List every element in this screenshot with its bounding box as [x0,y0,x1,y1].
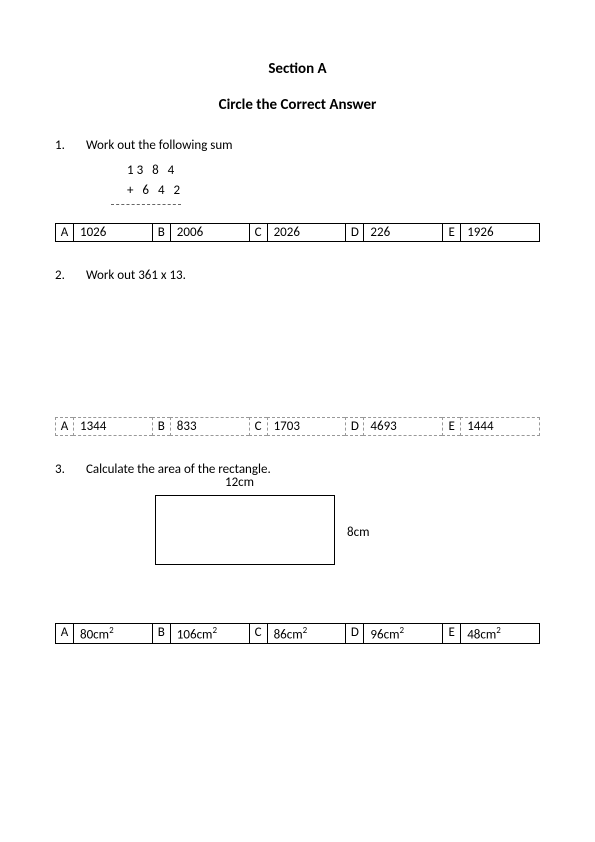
q3-rect-height-label: 8cm [347,525,369,540]
q1-sum: 13 8 4 + 6 4 2 [127,161,540,200]
subtitle: Circle the Correct Answer [55,96,540,114]
q2-opt-A-label: A [55,417,73,436]
q1-opt-C-value[interactable]: 2026 [267,223,346,242]
question-2: 2. Work out 361 x 13. [55,268,540,283]
question-3: 3. Calculate the area of the rectangle. [55,462,540,477]
q2-workspace [55,289,540,409]
q2-opt-D-value[interactable]: 4693 [363,417,442,436]
q1-opt-D-label: D [345,223,363,242]
q1-number: 1. [55,138,83,153]
q1-opt-D-value[interactable]: 226 [363,223,442,242]
q1-sum-row2: + 6 4 2 [127,181,540,201]
q2-opt-D-label: D [345,417,363,436]
q2-answers: A 1344 B 833 C 1703 D 4693 E 1444 [55,417,540,436]
section-title: Section A [55,60,540,78]
worksheet-page: Section A Circle the Correct Answer 1. W… [0,0,595,710]
q2-opt-E-value[interactable]: 1444 [460,417,540,436]
q3-opt-C-label: C [249,623,267,644]
q1-opt-A-value[interactable]: 1026 [73,223,152,242]
q2-opt-B-label: B [152,417,170,436]
q3-opt-B-value[interactable]: 106cm2 [170,623,249,644]
q3-opt-E-label: E [442,623,460,644]
question-1: 1. Work out the following sum [55,138,540,153]
q1-opt-E-label: E [442,223,460,242]
q3-rectangle-figure: 12cm 8cm [155,495,415,595]
q2-opt-E-label: E [442,417,460,436]
q3-opt-E-value[interactable]: 48cm2 [460,623,540,644]
q3-opt-B-label: B [152,623,170,644]
q3-opt-D-label: D [345,623,363,644]
q2-opt-B-value[interactable]: 833 [170,417,249,436]
q3-rect-box [155,495,335,565]
q1-opt-C-label: C [249,223,267,242]
q1-opt-E-value[interactable]: 1926 [460,223,540,242]
q3-opt-D-value[interactable]: 96cm2 [363,623,442,644]
q1-answers: A 1026 B 2006 C 2026 D 226 E 1926 [55,223,540,242]
q1-opt-A-label: A [55,223,73,242]
q2-number: 2. [55,268,83,283]
q1-text: Work out the following sum [86,138,233,153]
q3-answers: A 80cm2 B 106cm2 C 86cm2 D 96cm2 E 48cm2 [55,623,540,644]
q3-opt-A-label: A [55,623,73,644]
q2-text: Work out 361 x 13. [86,268,186,283]
q2-opt-A-value[interactable]: 1344 [73,417,152,436]
q1-sum-line [111,204,181,205]
q2-opt-C-value[interactable]: 1703 [267,417,346,436]
q3-number: 3. [55,462,83,477]
q3-opt-A-value[interactable]: 80cm2 [73,623,152,644]
q1-opt-B-label: B [152,223,170,242]
q2-opt-C-label: C [249,417,267,436]
q3-rect-width-label: 12cm [225,475,254,490]
q3-opt-C-value[interactable]: 86cm2 [267,623,346,644]
q1-opt-B-value[interactable]: 2006 [170,223,249,242]
q1-sum-row1: 13 8 4 [127,161,540,181]
